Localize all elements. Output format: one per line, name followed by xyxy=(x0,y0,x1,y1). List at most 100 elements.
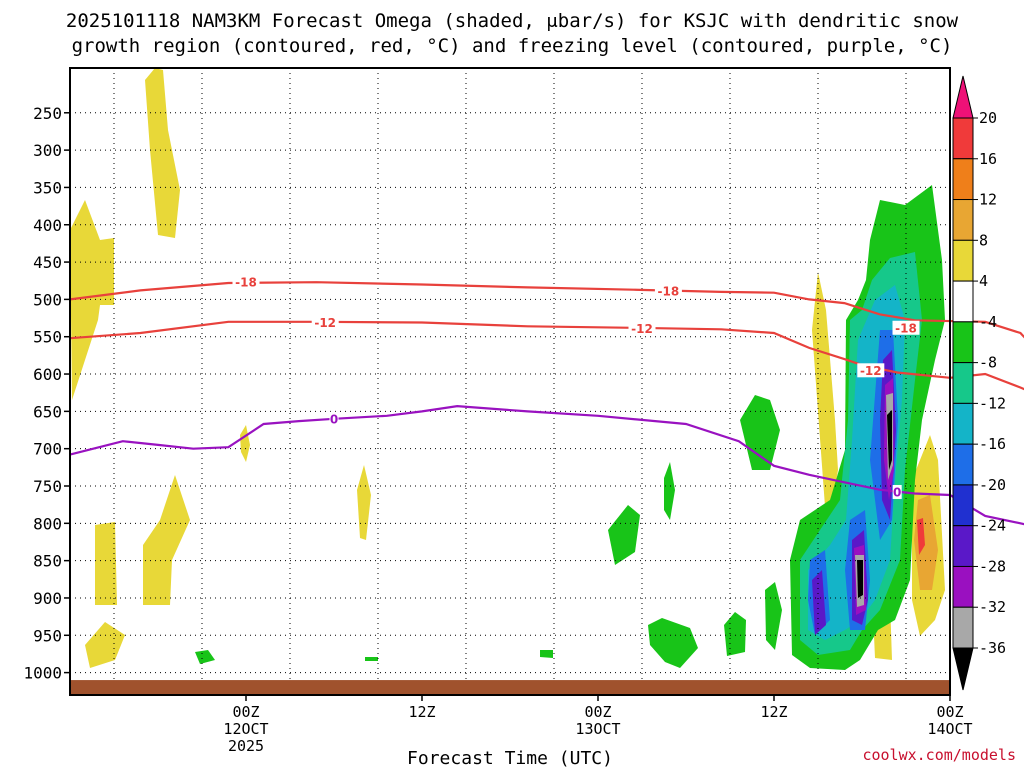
contour-line xyxy=(69,404,1024,526)
y-tick-label: 550 xyxy=(33,328,62,347)
colorbar-top-arrow xyxy=(952,75,974,119)
colorbar-swatch xyxy=(952,484,974,527)
contour-label-bg xyxy=(329,411,339,426)
y-tick-label: 500 xyxy=(33,290,62,309)
x-tick-label: 12Z xyxy=(760,703,787,721)
colorbar-label: 4 xyxy=(979,272,988,290)
omega-green-blob xyxy=(195,650,215,664)
colorbar-label: -8 xyxy=(979,354,997,372)
contour-label: 0 xyxy=(893,485,901,499)
contour-labels: -18 -18 -18 -12 -12 -12 0 0 xyxy=(232,275,920,499)
y-tick-label: 650 xyxy=(33,402,62,421)
contour-label: -12 xyxy=(314,316,336,330)
y-tick-label: 400 xyxy=(33,216,62,235)
x-tick-date: 12OCT xyxy=(223,720,268,738)
y-axis: 250 300 350 400 450 500 550 600 650 700 750 800 850 9… xyxy=(23,104,70,683)
colorbar-label: -20 xyxy=(979,476,1006,494)
plot-border xyxy=(69,67,951,696)
chart-title-line2: growth region (contoured, red, °C) and f… xyxy=(72,35,953,57)
omega-green-blob xyxy=(648,618,698,668)
x-tick-label: 12Z xyxy=(408,703,435,721)
colorbar-swatch xyxy=(952,402,974,445)
contour-label: -18 xyxy=(658,285,680,299)
y-tick-label: 250 xyxy=(33,104,62,123)
colorbar-swatch xyxy=(952,158,974,201)
omega-green-blob xyxy=(740,395,780,470)
chart-title-line1: 2025101118 NAM3KM Forecast Omega (shaded… xyxy=(66,10,959,32)
contour-label-bg xyxy=(857,363,885,378)
y-tick-label: 850 xyxy=(33,552,62,571)
colorbar-swatch xyxy=(952,606,974,649)
colorbar-label: -32 xyxy=(979,598,1006,616)
omega-red-blob xyxy=(917,518,925,555)
x-tick-label: 00Z xyxy=(584,703,611,721)
contour-label-bg xyxy=(232,275,260,290)
x-tick-label: 00Z xyxy=(232,703,259,721)
colorbar-swatch xyxy=(952,525,974,567)
contour-label-bg xyxy=(892,320,920,335)
omega-yellow-blob xyxy=(145,68,180,238)
contour-label: 0 xyxy=(330,412,338,426)
x-axis-title: Forecast Time (UTC) xyxy=(407,748,613,768)
omega-black-core xyxy=(857,560,863,598)
omega-yellow-blob xyxy=(85,622,125,668)
y-tick-label: 700 xyxy=(33,440,62,459)
colorbar-swatch xyxy=(952,280,974,323)
surface-fill xyxy=(70,680,950,695)
y-tick-label: 750 xyxy=(33,477,62,496)
omega-green-blob xyxy=(664,462,675,520)
omega-green-blob xyxy=(608,505,640,565)
colorbar-label: -4 xyxy=(979,313,997,331)
grid xyxy=(70,68,950,695)
colorbar-swatch xyxy=(952,565,974,608)
omega-yellow-blob xyxy=(95,522,117,605)
omega-black-core xyxy=(887,410,892,470)
colorbar-bottom-arrow xyxy=(952,647,974,691)
colorbar-label: 12 xyxy=(979,191,997,209)
x-tick-date: 14OCT xyxy=(927,720,972,738)
colorbar-swatch xyxy=(952,117,974,160)
colorbar-label: -16 xyxy=(979,435,1006,453)
y-tick-label: 600 xyxy=(33,365,62,384)
colorbar-label: 16 xyxy=(979,150,997,168)
x-tick-date: 13OCT xyxy=(575,720,620,738)
y-tick-label: 1000 xyxy=(23,664,62,683)
colorbar-swatch xyxy=(952,362,974,404)
omega-purple-blob xyxy=(812,570,826,635)
surface-terrain xyxy=(70,680,950,695)
omega-green-blob xyxy=(365,657,378,661)
colorbar-label: 20 xyxy=(979,109,997,127)
colorbar-swatch xyxy=(952,199,974,241)
y-tick-label: 300 xyxy=(33,141,62,160)
omega-green-blob xyxy=(765,582,782,650)
contour-label: -18 xyxy=(895,321,917,335)
contour-label: -12 xyxy=(860,364,882,378)
x-tick-year: 2025 xyxy=(228,737,264,755)
omega-orange-blob xyxy=(914,495,938,590)
y-tick-label: 800 xyxy=(33,514,62,533)
omega-green-blob xyxy=(540,650,553,658)
colorbar-swatch xyxy=(952,443,974,486)
omega-yellow-blob xyxy=(143,475,190,605)
y-tick-label: 900 xyxy=(33,589,62,608)
contour-label-bg xyxy=(628,321,656,336)
colorbar-swatch xyxy=(952,321,974,364)
omega-yellow-blob xyxy=(70,200,114,400)
y-tick-label: 350 xyxy=(33,178,62,197)
y-tick-label: 450 xyxy=(33,253,62,272)
contour-label-bg xyxy=(654,284,682,299)
credit-text[interactable]: coolwx.com/models xyxy=(862,746,1016,764)
colorbar-label: -28 xyxy=(979,557,1006,575)
colorbar-label: -24 xyxy=(979,517,1006,535)
colorbar-label: 8 xyxy=(979,231,988,249)
colorbar-swatch xyxy=(952,239,974,282)
contour-label-bg xyxy=(892,484,902,499)
contour-label: -12 xyxy=(631,322,653,336)
x-tick-label: 00Z xyxy=(936,703,963,721)
colorbar: 20 16 12 8 4 -4 -8 -12 -16 -20 -24 -28 -32 -36 xyxy=(952,75,1006,691)
y-tick-label: 950 xyxy=(33,626,62,645)
contour-label: -18 xyxy=(235,276,257,290)
colorbar-label: -36 xyxy=(979,639,1006,657)
